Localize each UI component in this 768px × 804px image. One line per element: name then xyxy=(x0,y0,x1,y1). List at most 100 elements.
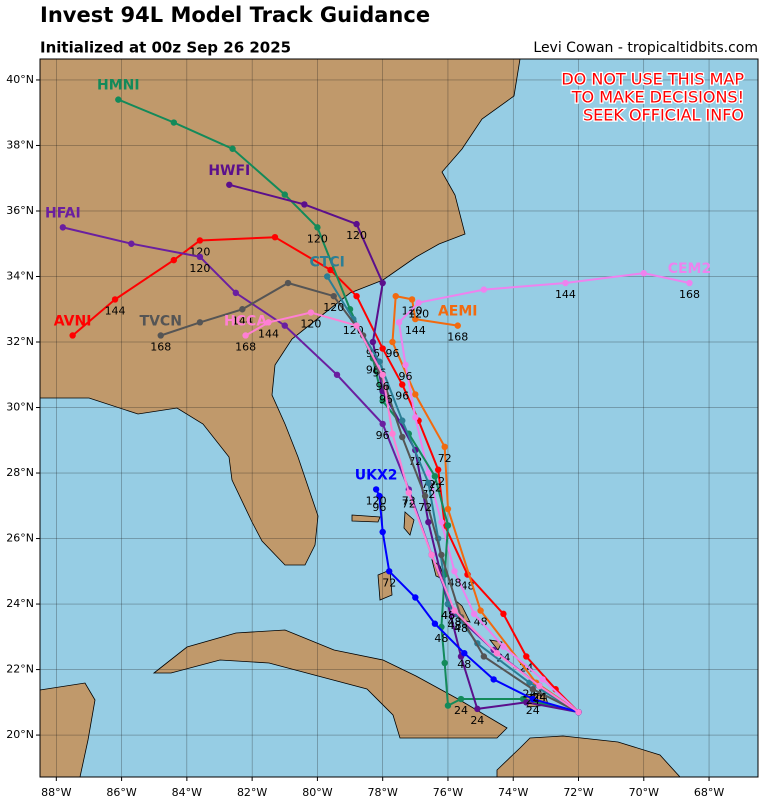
model-name: AEMI xyxy=(438,304,478,320)
hour-label: 120 xyxy=(189,262,210,275)
track-point xyxy=(307,309,315,316)
track-point xyxy=(399,433,406,441)
track-point xyxy=(454,322,461,329)
track-point xyxy=(441,659,448,667)
y-tick-label: 32°N xyxy=(6,335,34,348)
track-point xyxy=(284,279,292,287)
track-point xyxy=(333,371,341,378)
track-point xyxy=(490,676,497,683)
track-point xyxy=(69,332,76,339)
hour-label: 24 xyxy=(532,691,546,704)
track-point xyxy=(412,414,419,421)
hour-label: 96 xyxy=(395,390,409,403)
warning: DO NOT USE THIS MAP TO MAKE DECISIONS! S… xyxy=(560,68,746,126)
track-point xyxy=(301,201,308,208)
track-point xyxy=(539,676,546,683)
track-point xyxy=(265,319,272,326)
track-point xyxy=(444,505,452,513)
track-point xyxy=(470,610,478,618)
credit: Levi Cowan - tropicaltidbits.com xyxy=(533,40,758,56)
track-line xyxy=(375,488,579,714)
track-point xyxy=(408,296,416,303)
warning-line: TO MAKE DECISIONS! xyxy=(571,88,744,107)
hour-label: 72 xyxy=(382,576,396,589)
track-point xyxy=(379,279,386,287)
track-point xyxy=(412,315,419,323)
track-point xyxy=(451,607,458,614)
x-tick-label: 82°W xyxy=(237,786,267,799)
cuba xyxy=(152,629,508,739)
track-point xyxy=(353,220,360,228)
track-point xyxy=(353,322,360,329)
track-point xyxy=(242,332,249,339)
track-point xyxy=(327,266,334,274)
track-point xyxy=(281,191,288,198)
north-america xyxy=(39,58,521,566)
hour-label: 72 xyxy=(428,481,442,494)
hour-label: 72 xyxy=(418,501,432,514)
hour-label: 120 xyxy=(300,318,321,331)
x-tick-label: 70°W xyxy=(629,786,659,799)
hour-label: 48 xyxy=(454,622,468,635)
track-point xyxy=(431,473,439,480)
track-point xyxy=(412,391,419,398)
track-point xyxy=(369,338,377,346)
track-point xyxy=(477,607,484,614)
track-point xyxy=(128,240,135,247)
hour-label: 96 xyxy=(376,429,390,442)
hour-label: 48 xyxy=(441,609,455,622)
track-point xyxy=(640,270,647,277)
track-point xyxy=(500,643,507,650)
hour-label: 168 xyxy=(679,288,700,301)
track-line xyxy=(160,281,579,713)
y-tick-label: 40°N xyxy=(6,73,34,86)
model-name: CEM2 xyxy=(668,261,712,277)
track-point xyxy=(562,279,569,287)
map-frame xyxy=(39,58,759,778)
hour-label: 96 xyxy=(376,380,390,393)
hour-label: 144 xyxy=(232,314,253,327)
y-tick-label: 34°N xyxy=(6,269,34,282)
track-point xyxy=(441,443,448,451)
track-point xyxy=(376,492,383,500)
x-tick-label: 74°W xyxy=(498,786,528,799)
hour-label: 120 xyxy=(366,494,387,507)
track-point xyxy=(444,600,452,608)
track-point xyxy=(111,296,119,303)
track-point xyxy=(353,292,360,300)
track-line xyxy=(245,311,580,713)
track-point xyxy=(229,145,236,152)
track-point xyxy=(480,653,488,660)
track-point xyxy=(526,679,533,686)
track-point xyxy=(523,653,530,660)
x-tick-label: 72°W xyxy=(563,786,593,799)
y-tick-label: 28°N xyxy=(6,466,34,479)
hour-label: 48 xyxy=(447,616,461,629)
hour-label: 168 xyxy=(447,331,468,344)
track-point xyxy=(399,417,406,424)
hour-label: 48 xyxy=(457,658,471,671)
x-tick-label: 68°W xyxy=(694,786,724,799)
track-point xyxy=(379,420,386,428)
subtitle: Initialized at 00z Sep 26 2025 xyxy=(40,39,291,57)
track-point xyxy=(392,292,399,300)
track-point xyxy=(376,358,383,365)
track-point xyxy=(379,345,386,352)
track-point xyxy=(196,319,204,326)
y-tick-label: 22°N xyxy=(6,663,34,676)
y-tick-label: 30°N xyxy=(6,401,34,414)
hour-label: 144 xyxy=(555,288,576,301)
model-name: HCCA xyxy=(224,313,267,329)
hour-label: 144 xyxy=(105,304,126,317)
track-point xyxy=(402,361,409,369)
tracks: 24487296120144AVNI24487296120144168AEMI2… xyxy=(45,78,711,727)
y-tick-label: 24°N xyxy=(6,597,34,610)
x-tick-label: 76°W xyxy=(433,786,463,799)
track-point xyxy=(314,224,321,231)
title: Invest 94L Model Track Guidance xyxy=(40,3,430,27)
track-point xyxy=(415,299,422,306)
track-point xyxy=(170,119,178,126)
hour-label: 168 xyxy=(150,340,171,353)
track-point xyxy=(493,649,501,657)
